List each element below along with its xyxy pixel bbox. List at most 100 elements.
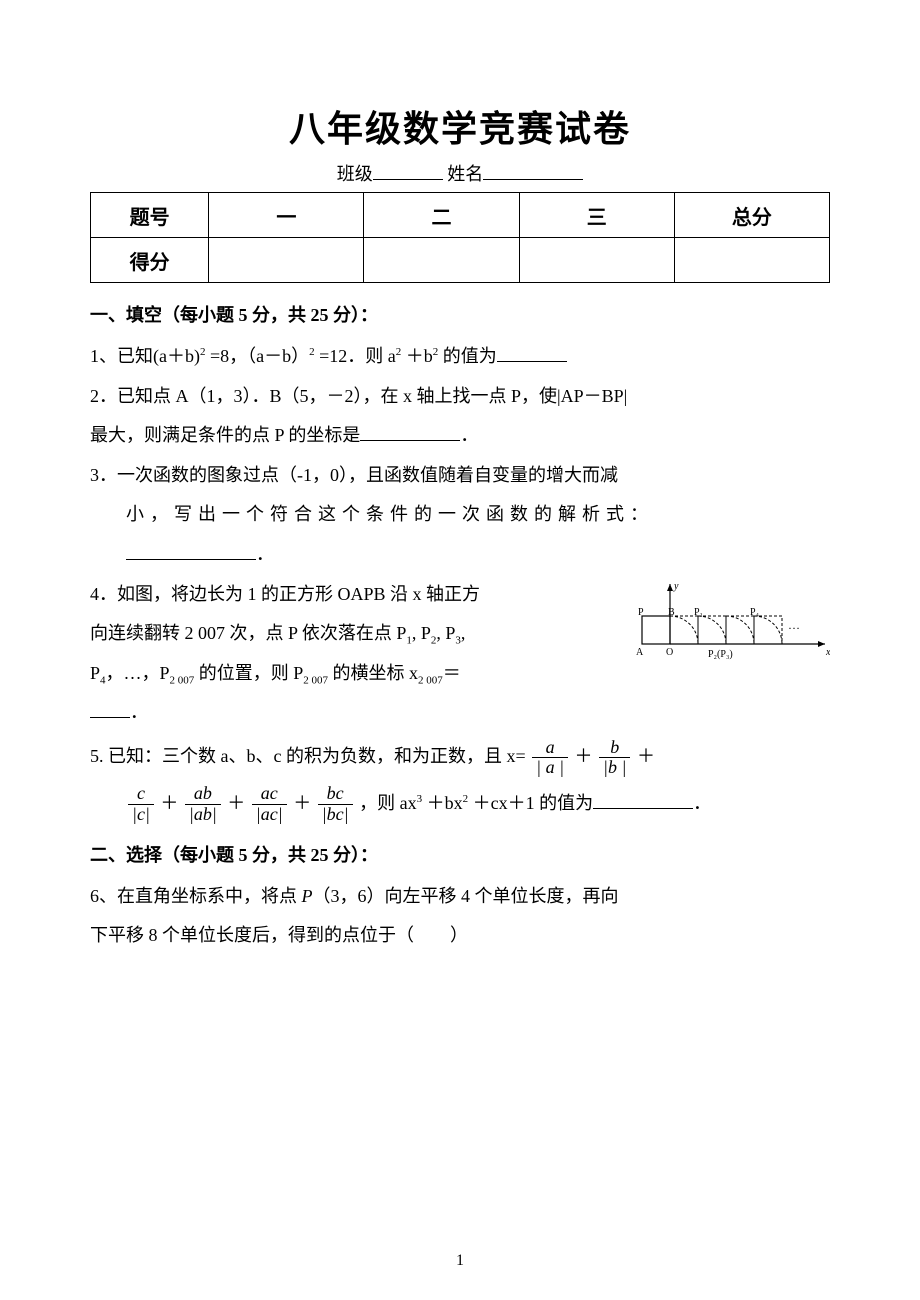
label-A: A [636, 647, 644, 658]
section-2-heading: 二、选择（每小题 5 分，共 25 分）： [90, 841, 830, 867]
q2-period: ． [460, 425, 478, 445]
plus2: ＋ [637, 746, 655, 766]
q5-blank[interactable] [593, 790, 693, 809]
q4-period: ． [130, 702, 148, 722]
label-P: P [638, 607, 644, 618]
q4-d: , P [436, 623, 455, 643]
den-a: | a | [532, 758, 568, 778]
page: 八年级数学竞赛试卷 班级 姓名 题号 一 二 三 总分 得分 一、填空（每小题 … [0, 0, 920, 1300]
q4-b: 向连续翻转 2 007 次，点 P 依次落在点 P [90, 623, 406, 643]
q1-part-a: 1、已知(a＋b) [90, 346, 200, 366]
q5-d: ，则 ax [359, 793, 417, 813]
page-number: 1 [0, 1252, 920, 1270]
num-ab: ab [185, 784, 221, 805]
plus1: ＋ [575, 746, 593, 766]
class-blank[interactable] [373, 161, 443, 180]
q3-blank-wrap: ． [90, 535, 274, 575]
flip-square-diagram: x y P B A O P₁ P₄ … [630, 579, 830, 669]
score-cell-3[interactable] [519, 238, 674, 283]
col-part3: 三 [519, 193, 674, 238]
q2-blank[interactable] [360, 422, 460, 441]
q4-blank[interactable] [90, 699, 130, 718]
frac-b: b|b | [599, 738, 630, 779]
q4-c: , P [412, 623, 431, 643]
q4-h: 的位置，则 P [194, 663, 303, 683]
question-2: 2．已知点 A（1，3）．B（5，－2），在 x 轴上找一点 P，使|AP－BP… [90, 377, 830, 456]
sub-2007a: 2 007 [170, 674, 195, 686]
q4-p4: ． [90, 693, 618, 733]
q1-part-e: 的值为 [443, 346, 497, 366]
sup-2: 2 [433, 346, 439, 358]
den-ab: |ab| [185, 805, 221, 825]
q3-blank[interactable] [126, 541, 256, 560]
col-total: 总分 [674, 193, 829, 238]
q6-c: 下平移 8 个单位长度后，得到的点位于（ ） [90, 925, 468, 945]
q5-f: ＋cx＋1 的值为 [473, 793, 594, 813]
frac-bc: bc|bc| [318, 784, 353, 825]
name-blank[interactable] [483, 161, 583, 180]
question-5-line1: 5. 已知：三个数 a、b、c 的积为负数，和为正数，且 x= a| a | ＋… [90, 733, 830, 780]
num-a: a [532, 738, 568, 759]
num-c: c [128, 784, 154, 805]
q1-part-d: ＋b [406, 346, 433, 366]
question-3: 3．一次函数的图象过点（-1，0），且函数值随着自变量的增大而减 小，写出一个符… [90, 456, 830, 575]
q5-e: ＋bx [427, 793, 463, 813]
q3-period: ． [256, 544, 274, 564]
student-info-line: 班级 姓名 [90, 160, 830, 186]
q1-part-c: =12．则 a [319, 346, 396, 366]
frac-c: c|c| [128, 784, 154, 825]
sup-2: 2 [200, 346, 206, 358]
q1-blank[interactable] [497, 343, 567, 362]
col-part2: 二 [364, 193, 519, 238]
score-cell-2[interactable] [364, 238, 519, 283]
score-header-row: 题号 一 二 三 总分 [91, 193, 830, 238]
q3-line2: 小，写出一个符合这个条件的一次函数的解析式： [90, 495, 654, 535]
question-1: 1、已知(a＋b)2 =8，（a－b）2 =12．则 a2 ＋b2 的值为 [90, 337, 830, 377]
num-bc: bc [318, 784, 353, 805]
sup-3: 3 [417, 793, 423, 805]
num-b: b [599, 738, 630, 759]
den-c: |c| [128, 805, 154, 825]
den-ac: |ac| [252, 805, 287, 825]
name-label: 姓名 [447, 164, 483, 184]
label-dots: … [788, 618, 800, 632]
q4-i: 的横坐标 x [328, 663, 418, 683]
q5-period: ． [693, 793, 711, 813]
q5-a: 5. 已知：三个数 a、b、c 的积为负数，和为正数，且 x= [90, 746, 526, 766]
score-table: 题号 一 二 三 总分 得分 [90, 192, 830, 283]
q4-p2: 向连续翻转 2 007 次，点 P 依次落在点 P1, P2, P3, [90, 614, 618, 654]
q4-j: ＝ [443, 663, 461, 683]
section-1-heading: 一、填空（每小题 5 分，共 25 分）： [90, 301, 830, 327]
plus5: ＋ [293, 793, 311, 813]
q2-line1: 2．已知点 A（1，3）．B（5，－2），在 x 轴上找一点 P，使|AP－BP… [90, 386, 627, 406]
question-5-line2: c|c| ＋ ab|ab| ＋ ac|ac| ＋ bc|bc| ，则 ax3 ＋… [90, 780, 830, 827]
question-4: 4．如图，将边长为 1 的正方形 OAPB 沿 x 轴正方 向连续翻转 2 00… [90, 575, 618, 733]
den-bc: |bc| [318, 805, 353, 825]
class-label: 班级 [337, 164, 373, 184]
q6-p-italic: P [302, 886, 313, 906]
q2-line2: 最大，则满足条件的点 P 的坐标是 [90, 425, 360, 445]
q6-a: 6、在直角坐标系中，将点 [90, 886, 302, 906]
q4-f: P [90, 663, 100, 683]
axis-y-label: y [673, 581, 679, 592]
question-4-row: 4．如图，将边长为 1 的正方形 OAPB 沿 x 轴正方 向连续翻转 2 00… [90, 575, 830, 733]
exam-title: 八年级数学竞赛试卷 [90, 100, 830, 152]
sup-2: 2 [396, 346, 402, 358]
sub-2007c: 2 007 [418, 674, 443, 686]
score-cell-total[interactable] [674, 238, 829, 283]
col-part1: 一 [209, 193, 364, 238]
q3-line1: 3．一次函数的图象过点（-1，0），且函数值随着自变量的增大而减 [90, 465, 618, 485]
score-cell-1[interactable] [209, 238, 364, 283]
q4-p1: 4．如图，将边长为 1 的正方形 OAPB 沿 x 轴正方 [90, 575, 618, 615]
q1-part-b: =8，（a－b） [210, 346, 309, 366]
col-label: 题号 [91, 193, 209, 238]
q4-e: , [461, 623, 466, 643]
plus4: ＋ [227, 793, 245, 813]
q6-b: （3，6）向左平移 4 个单位长度，再向 [313, 886, 619, 906]
frac-ac: ac|ac| [252, 784, 287, 825]
label-O: O [666, 647, 673, 658]
num-ac: ac [252, 784, 287, 805]
frac-a: a| a | [532, 738, 568, 779]
plus3: ＋ [160, 793, 178, 813]
sup-2: 2 [463, 793, 469, 805]
